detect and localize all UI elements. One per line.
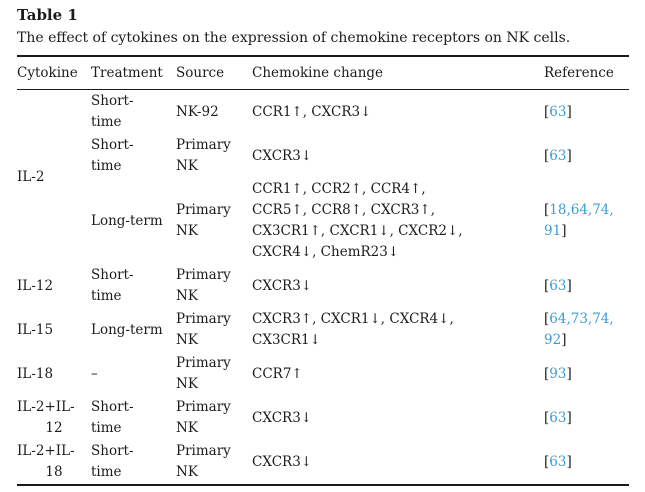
table-title: Table 1 — [17, 6, 78, 24]
table-row: IL-2+IL- 12 Short- time Primary NK CXCR3↓ [63… — [17, 396, 629, 440]
cell-treatment: Short- time — [91, 267, 134, 304]
cell-reference: [63] — [544, 440, 629, 485]
ref-close-bracket: ] — [566, 453, 572, 470]
cell-cytokine: IL-12 — [17, 264, 91, 308]
cell-cytokine: IL-15 — [17, 308, 91, 352]
ref-open-bracket: [ — [544, 147, 550, 164]
cell-change: CXCR3↓ — [252, 277, 313, 294]
cytokine-label: IL-12 — [17, 277, 54, 294]
cell-change: CCR7↑ — [252, 365, 303, 382]
cell-change: CCR1↑, CXCR3↓ — [252, 103, 372, 120]
table-row: IL-2 Short- time NK-92 CCR1↑, CXCR3↓ [63] — [17, 90, 629, 185]
cell-treatment: – — [91, 365, 98, 382]
citation-link[interactable]: 63 — [549, 409, 567, 426]
table-row: Long-term Primary NK CCR1↑, CCR2↑, CCR4↑, … — [17, 178, 629, 264]
column-header-treatment: Treatment — [91, 56, 176, 90]
citation-link[interactable]: 93 — [549, 365, 567, 382]
cell-reference: [63] — [544, 90, 629, 135]
cell-treatment: Long-term — [91, 212, 163, 229]
cell-change: CXCR3↑, CXCR1↓, CXCR4↓, CX3CR1↓ — [252, 311, 454, 348]
ref-close-bracket: ] — [561, 223, 567, 239]
cytokine-label: IL-15 — [17, 321, 54, 338]
cell-reference: [63] — [544, 134, 629, 178]
column-header-chemokine-change: Chemokine change — [252, 56, 544, 90]
table-header: Cytokine Treatment Source Chemokine change R… — [17, 56, 629, 90]
table-caption: The effect of cytokines on the expressio… — [17, 30, 571, 46]
ref-open-bracket: [ — [544, 409, 550, 426]
cytokine-label: IL-2+IL- — [17, 443, 75, 459]
citation-link[interactable]: 63 — [549, 277, 567, 294]
ref-open-bracket: [ — [544, 202, 550, 218]
column-header-cytokine: Cytokine — [17, 56, 91, 90]
cell-cytokine: IL-2+IL- 18 — [17, 440, 91, 485]
cell-source: Primary NK — [176, 399, 231, 436]
ref-open-bracket: [ — [544, 103, 550, 120]
cell-change: CXCR3↓ — [252, 453, 313, 470]
citation-link[interactable]: 18,64,74, 91 — [544, 202, 614, 239]
table-row: Short- time Primary NK CXCR3↓ [63] — [17, 134, 629, 178]
cytokine-label: IL-2 — [17, 168, 45, 185]
cell-source: Primary NK — [176, 202, 231, 239]
cell-reference: [18,64,74, 91] — [544, 178, 629, 264]
cell-source: Primary NK — [176, 267, 231, 304]
ref-close-bracket: ] — [566, 147, 572, 164]
cell-treatment: Long-term — [91, 321, 163, 338]
citation-link[interactable]: 64,73,74, 92 — [544, 311, 614, 348]
ref-open-bracket: [ — [544, 453, 550, 470]
cell-source: Primary NK — [176, 137, 231, 174]
cell-treatment: Short- time — [91, 443, 134, 480]
ref-close-bracket: ] — [566, 409, 572, 426]
cell-reference: [63] — [544, 264, 629, 308]
cytokine-label: 18 — [45, 464, 63, 480]
cell-cytokine: IL-18 — [17, 352, 91, 396]
table-row: IL-12 Short- time Primary NK CXCR3↓ [63] — [17, 264, 629, 308]
citation-link[interactable]: 63 — [549, 103, 567, 120]
ref-close-bracket: ] — [566, 365, 572, 382]
citation-link[interactable]: 63 — [549, 147, 567, 164]
cell-reference: [64,73,74, 92] — [544, 308, 629, 352]
cell-treatment: Short- time — [91, 93, 134, 130]
cell-source: Primary NK — [176, 443, 231, 480]
ref-open-bracket: [ — [544, 277, 550, 294]
cytokine-label: IL-2+IL- — [17, 399, 75, 415]
cell-source: Primary NK — [176, 355, 231, 392]
cell-reference: [93] — [544, 352, 629, 396]
cytokine-table: Cytokine Treatment Source Chemokine change R… — [17, 55, 629, 486]
cell-cytokine: IL-2 — [17, 90, 91, 265]
table-row: IL-2+IL- 18 Short- time Primary NK CXCR3↓ [63… — [17, 440, 629, 485]
column-header-reference: Reference — [544, 56, 629, 90]
ref-close-bracket: ] — [566, 277, 572, 294]
cell-change: CCR1↑, CCR2↑, CCR4↑, CCR5↑, CCR8↑, CXCR3… — [252, 181, 463, 260]
cell-change: CXCR3↓ — [252, 409, 313, 426]
ref-open-bracket: [ — [544, 365, 550, 382]
cell-reference: [63] — [544, 396, 629, 440]
cell-treatment: Short- time — [91, 137, 134, 174]
cytokine-label: IL-18 — [17, 365, 54, 382]
table-row: IL-15 Long-term Primary NK CXCR3↑, CXCR1↓, … — [17, 308, 629, 352]
ref-close-bracket: ] — [566, 103, 572, 120]
table-row: IL-18 – Primary NK CCR7↑ [93] — [17, 352, 629, 396]
cell-cytokine: IL-2+IL- 12 — [17, 396, 91, 440]
ref-open-bracket: [ — [544, 311, 550, 327]
cell-source: Primary NK — [176, 311, 231, 348]
cell-change: CXCR3↓ — [252, 147, 313, 164]
ref-close-bracket: ] — [561, 332, 567, 348]
column-header-source: Source — [176, 56, 252, 90]
cell-treatment: Short- time — [91, 399, 134, 436]
cytokine-label: 12 — [45, 420, 63, 436]
cell-source: NK-92 — [176, 103, 219, 120]
header-row: Cytokine Treatment Source Chemokine change R… — [17, 56, 629, 90]
table-body: IL-2 Short- time NK-92 CCR1↑, CXCR3↓ [63] Sho… — [17, 90, 629, 486]
citation-link[interactable]: 63 — [549, 453, 567, 470]
